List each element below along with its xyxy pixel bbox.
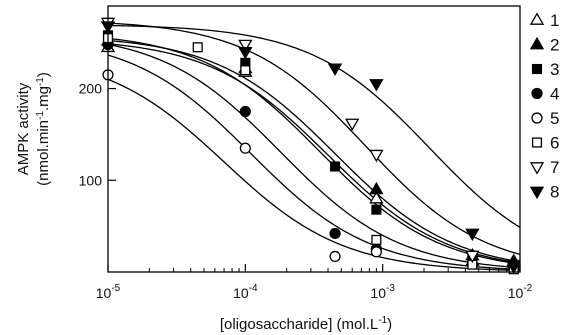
data-point-series-6 [371, 234, 382, 245]
legend-marker-series-7 [529, 162, 545, 175]
data-point-series-2 [369, 181, 384, 195]
fit-curve-series-4 [108, 54, 520, 271]
data-point-series-7 [465, 250, 480, 264]
legend-label-series-7: 7 [550, 158, 559, 177]
data-point-series-4 [239, 105, 251, 118]
x-tick-label: 10-4 [233, 283, 258, 301]
legend-label-series-4: 4 [550, 85, 559, 104]
data-point-series-1 [369, 191, 384, 204]
fit-curve-series-7 [108, 22, 520, 256]
legend-marker-series-1 [529, 12, 545, 25]
fit-curve-series-2 [108, 39, 520, 263]
x-tick-label: 10-3 [370, 283, 395, 301]
legend-marker-series-3 [531, 63, 543, 75]
legend-label-series-2: 2 [550, 36, 559, 55]
axes: 10-5 10-4 10-3 10-2 100 200 [oligosaccharide] … [15, 5, 533, 333]
legend-marker-series-8 [529, 186, 545, 200]
data-point-series-6 [240, 65, 251, 76]
fit-curve-series-5 [108, 78, 520, 272]
data-point-series-7 [238, 39, 253, 53]
legend: 1 2 3 4 5 6 7 8 [529, 11, 559, 202]
data-point-series-8 [465, 228, 480, 242]
fit-curve-series-1 [108, 43, 520, 264]
y-axis-label-line2: (nmol.min-1.mg-1) [35, 72, 52, 186]
data-point-series-5 [239, 142, 251, 154]
data-point-series-7 [345, 118, 360, 131]
y-tick-label: 200 [79, 81, 103, 97]
data-point-series-6 [192, 42, 203, 53]
data-point-series-3 [371, 204, 382, 215]
data-point-series-8 [238, 47, 253, 60]
x-axis-label: [oligosaccharide] (mol.L-1) [220, 315, 392, 333]
x-tick-label: 10-5 [96, 283, 121, 301]
legend-marker-series-2 [529, 36, 545, 50]
y-tick-label: 100 [79, 172, 103, 188]
fit-curve-series-6 [108, 43, 520, 269]
fit-curve-series-3 [108, 37, 520, 265]
data-point-series-5 [370, 246, 382, 258]
data-point-series-3 [329, 161, 341, 172]
legend-label-series-3: 3 [550, 60, 559, 79]
legend-marker-series-4 [531, 87, 543, 100]
legend-label-series-1: 1 [550, 11, 559, 30]
x-tick-label: 10-2 [508, 283, 533, 301]
plot-frame [107, 5, 521, 273]
data-point-series-8 [327, 63, 343, 76]
legend-label-series-8: 8 [550, 183, 559, 202]
legend-label-series-5: 5 [550, 109, 559, 128]
y-axis-label-line1: AMPK activity [15, 82, 32, 175]
data-point-series-8 [369, 79, 384, 92]
data-point-series-7 [369, 149, 384, 163]
legend-marker-series-6 [531, 137, 543, 148]
legend-marker-series-5 [531, 112, 543, 124]
data-point-series-5 [329, 250, 341, 263]
data-point-series-8 [506, 259, 521, 273]
legend-label-series-6: 6 [550, 134, 559, 153]
plot-area [100, 17, 521, 275]
data-point-series-4 [329, 227, 341, 240]
fit-curve-series-8 [108, 24, 520, 228]
